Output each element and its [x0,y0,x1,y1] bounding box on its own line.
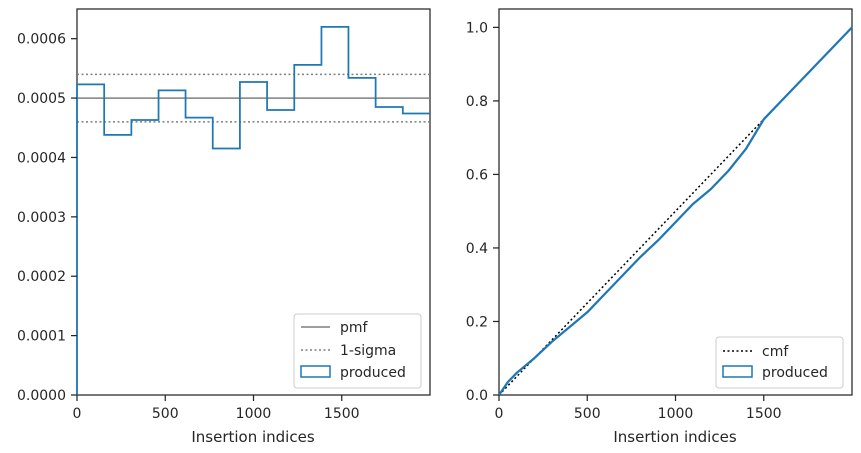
produced-histogram-step [76,25,430,395]
left-y-tick-label: 0.0005 [17,91,66,107]
right-y-axis-ticks: 0.0 0.2 0.4 0.6 0.8 1.0 [466,20,499,404]
left-y-tick-label: 0.0004 [17,150,66,166]
legend-produced-label: produced [762,365,828,381]
legend-produced-swatch [722,365,753,378]
cumulative-panel: 0.0 0.2 0.4 0.6 0.8 1.0 0 500 1000 1500 Insertio… [466,8,853,446]
left-y-tick-label: 0.0006 [17,32,66,48]
right-x-tick-label: 1000 [658,406,694,422]
left-x-tick-label: 0 [73,406,82,422]
left-y-tick-label: 0.0001 [17,329,66,345]
right-x-axis-label: Insertion indices [613,428,736,446]
right-y-tick-label: 0.0 [466,388,488,404]
right-legend-box [715,336,844,389]
right-y-tick-label: 0.8 [466,94,488,110]
legend-produced-label: produced [340,365,406,381]
left-legend: pmf 1-sigma produced [293,313,422,389]
left-y-axis-ticks: 0.0000 0.0001 0.0002 0.0003 0.0004 0.0005 0.00… [17,32,77,404]
right-y-tick-label: 0.6 [466,167,488,183]
left-x-axis-label: Insertion indices [191,428,314,446]
right-legend: cmf produced [715,336,844,389]
left-y-tick-label: 0.0002 [17,269,66,285]
legend-sigma-label: 1-sigma [340,343,396,359]
legend-pmf-label: pmf [340,320,369,336]
left-x-tick-label: 1500 [324,406,360,422]
left-y-tick-label: 0.0000 [17,388,66,404]
right-x-tick-label: 500 [574,406,601,422]
right-x-axis-ticks: 0 500 1000 1500 [495,395,782,422]
left-y-tick-label: 0.0003 [17,210,66,226]
histogram-panel: 0.0000 0.0001 0.0002 0.0003 0.0004 0.0005 0.00… [17,8,431,446]
left-legend-box [293,313,422,389]
right-x-tick-label: 1500 [746,406,782,422]
left-x-axis-ticks: 0 500 1000 1500 [73,395,360,422]
right-x-tick-label: 0 [495,406,504,422]
left-x-tick-label: 1000 [236,406,272,422]
right-y-tick-label: 0.4 [466,241,488,257]
legend-cmf-label: cmf [762,344,789,360]
right-y-tick-label: 0.2 [466,314,488,330]
produced-cumulative-line [498,26,853,396]
left-x-tick-label: 500 [152,406,179,422]
sigma-band-lines [77,73,430,123]
right-y-tick-label: 1.0 [466,20,488,36]
legend-produced-swatch [300,365,331,378]
